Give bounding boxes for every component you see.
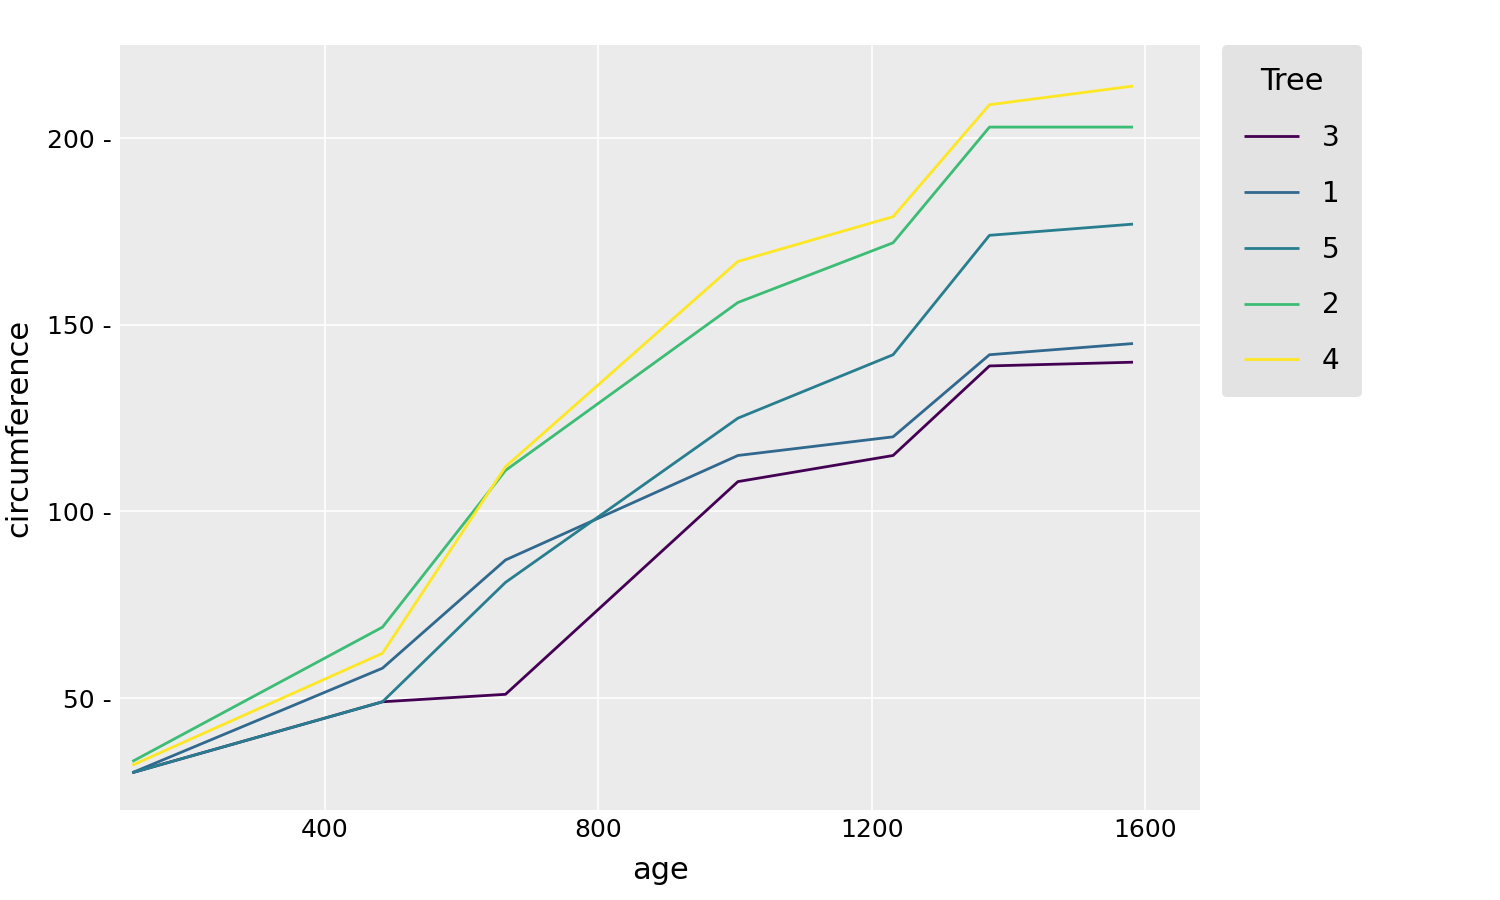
Line: 3: 3 bbox=[132, 362, 1132, 773]
Line: 2: 2 bbox=[132, 127, 1132, 761]
X-axis label: age: age bbox=[632, 856, 688, 886]
3 bbox=[496, 688, 514, 699]
3 bbox=[123, 768, 141, 778]
Line: 1: 1 bbox=[132, 344, 1132, 773]
1 bbox=[123, 768, 141, 778]
4 bbox=[1124, 81, 1142, 92]
4 bbox=[496, 462, 514, 472]
5 bbox=[374, 697, 392, 707]
3 bbox=[729, 476, 747, 487]
2 bbox=[1124, 122, 1142, 132]
4 bbox=[374, 648, 392, 659]
5 bbox=[884, 349, 902, 360]
2 bbox=[123, 756, 141, 767]
4 bbox=[981, 99, 999, 110]
2 bbox=[729, 297, 747, 308]
5 bbox=[729, 413, 747, 424]
4 bbox=[884, 212, 902, 222]
4 bbox=[729, 256, 747, 266]
5 bbox=[123, 768, 141, 778]
1 bbox=[496, 554, 514, 565]
5 bbox=[496, 577, 514, 588]
1 bbox=[1124, 338, 1142, 349]
2 bbox=[374, 622, 392, 633]
3 bbox=[374, 697, 392, 707]
Line: 5: 5 bbox=[132, 224, 1132, 773]
1 bbox=[729, 450, 747, 461]
Line: 4: 4 bbox=[132, 86, 1132, 765]
5 bbox=[1124, 219, 1142, 230]
2 bbox=[884, 238, 902, 248]
Legend: 3, 1, 5, 2, 4: 3, 1, 5, 2, 4 bbox=[1221, 45, 1362, 397]
5 bbox=[981, 230, 999, 240]
2 bbox=[981, 122, 999, 132]
4 bbox=[123, 760, 141, 770]
1 bbox=[981, 349, 999, 360]
3 bbox=[981, 361, 999, 372]
1 bbox=[884, 431, 902, 442]
3 bbox=[884, 450, 902, 461]
1 bbox=[374, 662, 392, 673]
3 bbox=[1124, 356, 1142, 367]
2 bbox=[496, 465, 514, 476]
Y-axis label: circumference: circumference bbox=[4, 319, 33, 536]
